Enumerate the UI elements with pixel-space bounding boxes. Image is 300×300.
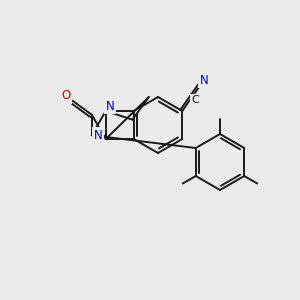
Text: N: N bbox=[93, 129, 102, 142]
Text: N: N bbox=[200, 74, 208, 86]
Text: N: N bbox=[105, 100, 114, 112]
Text: O: O bbox=[61, 89, 71, 103]
Text: C: C bbox=[191, 95, 199, 105]
